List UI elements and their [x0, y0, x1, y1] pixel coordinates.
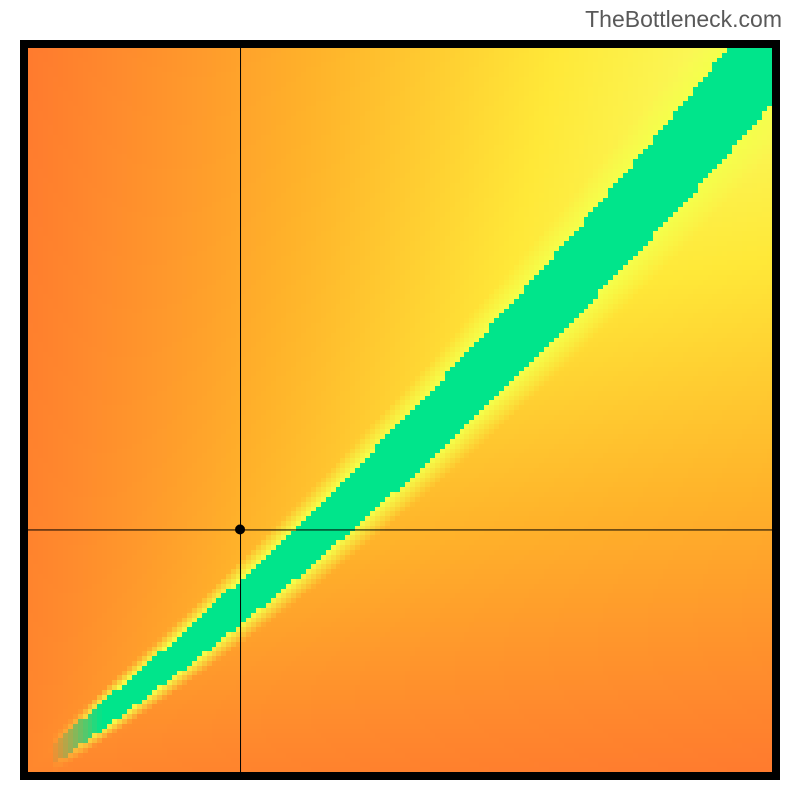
watermark-text: TheBottleneck.com	[585, 6, 782, 33]
heatmap-canvas	[20, 40, 780, 780]
plot-area	[20, 40, 780, 780]
chart-container: TheBottleneck.com	[0, 0, 800, 800]
